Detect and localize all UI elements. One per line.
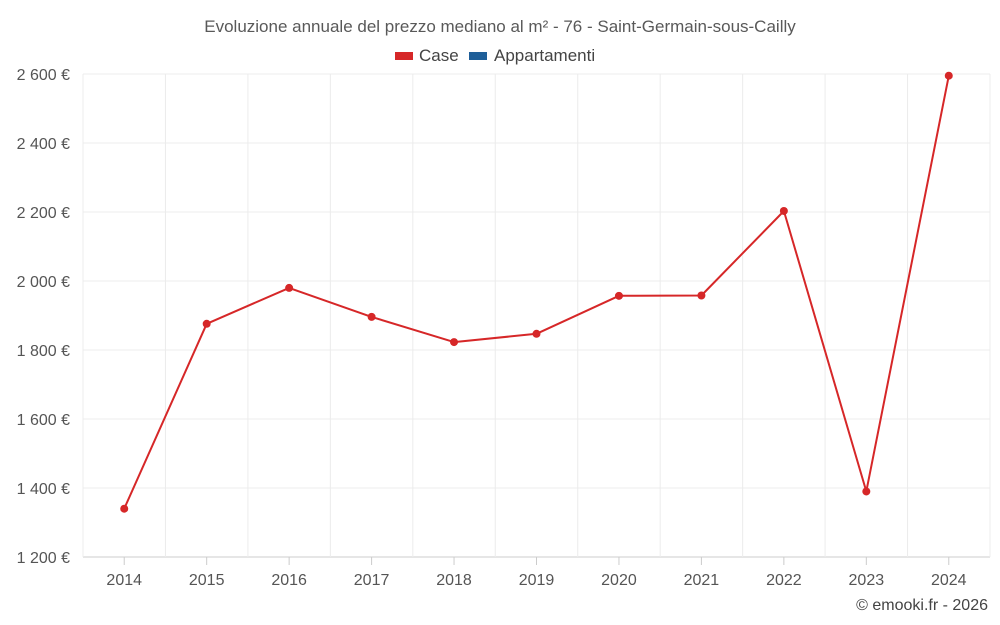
x-tick-label: 2020: [601, 572, 637, 589]
data-point[interactable]: [532, 329, 541, 338]
x-tick-label: 2023: [849, 572, 885, 589]
data-point[interactable]: [450, 338, 459, 347]
y-tick-label: 1 800 €: [17, 343, 70, 360]
x-tick-label: 2022: [766, 572, 802, 589]
legend-label-case: Case: [419, 46, 459, 65]
gridlines: [82, 73, 991, 558]
legend-item-appartamenti[interactable]: Appartamenti: [469, 46, 595, 65]
axes: 1 200 € 1 400 € 1 600 € 1 800 € 2 000 € 2 200…: [17, 67, 967, 589]
x-tick-label: 2024: [931, 572, 967, 589]
legend-item-case[interactable]: Case: [395, 46, 459, 65]
data-point[interactable]: [367, 312, 376, 321]
series-case: [120, 71, 953, 513]
x-tick-label: 2016: [271, 572, 307, 589]
data-point[interactable]: [862, 487, 871, 496]
data-point[interactable]: [614, 291, 623, 300]
legend-swatch-appartamenti: [469, 52, 487, 60]
legend-label-appartamenti: Appartamenti: [494, 46, 595, 65]
y-tick-label: 2 200 €: [17, 205, 70, 222]
data-point[interactable]: [944, 71, 953, 80]
y-tick-label: 1 200 €: [17, 550, 70, 567]
y-tick-label: 2 600 €: [17, 67, 70, 84]
y-tick-label: 1 600 €: [17, 412, 70, 429]
legend-swatch-case: [395, 52, 413, 60]
x-tick-label: 2015: [189, 572, 225, 589]
y-tick-label: 2 000 €: [17, 274, 70, 291]
data-point[interactable]: [779, 206, 788, 215]
x-tick-label: 2014: [106, 572, 142, 589]
chart-title: Evoluzione annuale del prezzo mediano al…: [204, 17, 796, 36]
y-tick-label: 2 400 €: [17, 136, 70, 153]
data-point[interactable]: [202, 319, 211, 328]
x-tick-label: 2019: [519, 572, 555, 589]
x-tick-label: 2017: [354, 572, 390, 589]
data-point[interactable]: [120, 504, 129, 513]
x-tick-label: 2021: [684, 572, 720, 589]
credit-text: © emooki.fr - 2026: [856, 597, 988, 614]
data-point[interactable]: [697, 291, 706, 300]
data-point[interactable]: [285, 283, 294, 292]
legend: Case Appartamenti: [395, 46, 595, 65]
y-tick-label: 1 400 €: [17, 481, 70, 498]
x-tick-label: 2018: [436, 572, 472, 589]
